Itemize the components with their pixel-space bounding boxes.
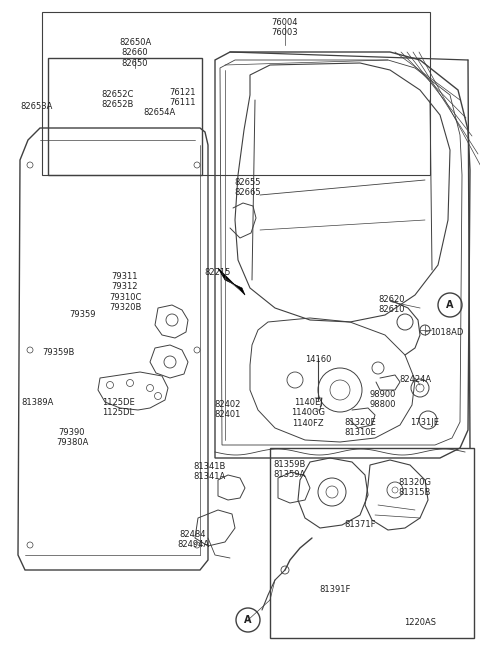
Text: 82484
82494A: 82484 82494A xyxy=(177,530,209,550)
Text: 81371F: 81371F xyxy=(344,520,376,529)
Text: 1220AS: 1220AS xyxy=(404,618,436,627)
Bar xyxy=(48,58,202,175)
Text: 81320G
81315B: 81320G 81315B xyxy=(398,478,432,497)
Text: A: A xyxy=(244,615,252,625)
Text: 1018AD: 1018AD xyxy=(430,328,463,337)
Text: 76004
76003: 76004 76003 xyxy=(272,18,298,37)
Text: 82402
82401: 82402 82401 xyxy=(215,400,241,419)
Text: 1731JE: 1731JE xyxy=(410,418,440,427)
Text: A: A xyxy=(446,300,454,310)
Text: 82424A: 82424A xyxy=(399,375,431,384)
Text: 79359B: 79359B xyxy=(42,348,74,357)
Bar xyxy=(42,12,430,175)
Text: 1125DE
1125DL: 1125DE 1125DL xyxy=(102,398,134,417)
Text: 82620
82610: 82620 82610 xyxy=(379,295,405,314)
Text: 81391F: 81391F xyxy=(319,585,351,594)
Text: 1140EJ
1140GG
1140FZ: 1140EJ 1140GG 1140FZ xyxy=(291,398,325,428)
Bar xyxy=(270,448,474,638)
Text: 81320E
81310E: 81320E 81310E xyxy=(344,418,376,438)
Text: 79311
79312
79310C
79320B: 79311 79312 79310C 79320B xyxy=(109,272,141,312)
Text: 82654A: 82654A xyxy=(143,108,175,117)
Text: 14160: 14160 xyxy=(305,355,331,364)
Text: 79359: 79359 xyxy=(70,310,96,319)
Text: 81341B
81341A: 81341B 81341A xyxy=(194,462,226,482)
Text: 81389A: 81389A xyxy=(22,398,54,407)
Text: 82650A
82660
82650: 82650A 82660 82650 xyxy=(119,38,151,68)
Text: 81359B
81359A: 81359B 81359A xyxy=(274,460,306,480)
Text: 76121
76111: 76121 76111 xyxy=(170,88,196,108)
Text: 82652C
82652B: 82652C 82652B xyxy=(102,90,134,110)
Text: 82215: 82215 xyxy=(205,268,231,277)
Polygon shape xyxy=(218,268,245,295)
Text: 79390
79380A: 79390 79380A xyxy=(56,428,88,447)
Text: 82655
82665: 82655 82665 xyxy=(235,178,261,197)
Text: 82653A: 82653A xyxy=(20,102,52,111)
Text: 98900
98800: 98900 98800 xyxy=(370,390,396,409)
